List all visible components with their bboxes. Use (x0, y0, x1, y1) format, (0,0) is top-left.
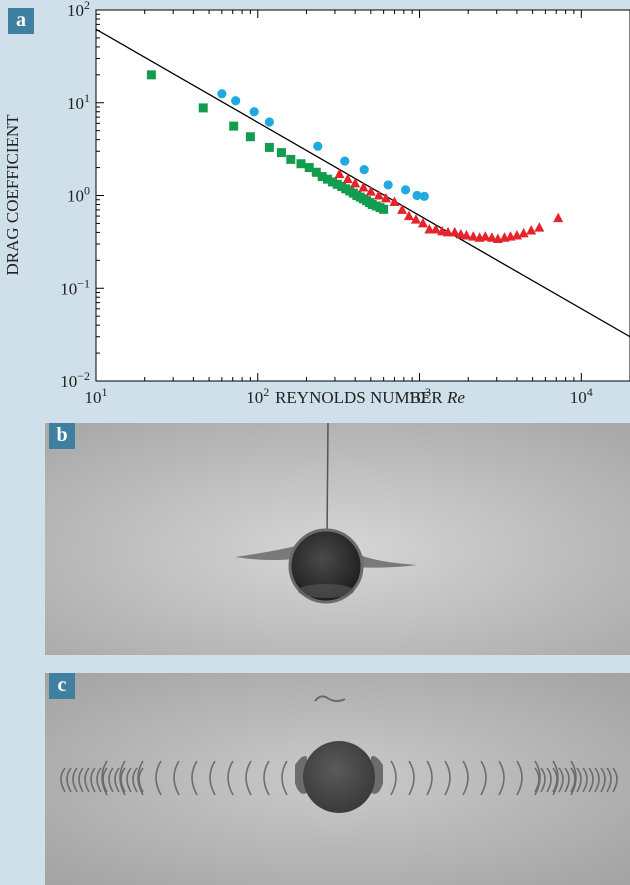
data-point-triangle (486, 232, 497, 242)
y-tick-label: 10−1 (60, 276, 90, 298)
axis-ticks: 101 102 103 104 10−2 10−1 100 101 102 (60, 0, 630, 407)
data-point-triangle (443, 226, 454, 237)
data-point-triangle (350, 177, 361, 188)
x-tick-label: 104 (570, 385, 593, 407)
data-point-circle (400, 185, 411, 195)
photo-panel-b: b (45, 423, 630, 655)
x-axis-label-symbol: Re (446, 388, 465, 407)
data-point-circle (313, 141, 323, 151)
data-point-square (276, 148, 286, 158)
data-point-triangle (358, 181, 369, 192)
data-point-triangle (461, 230, 472, 240)
data-point-square (323, 174, 333, 184)
data-point-triangle (334, 168, 345, 179)
x-axis-label-main: REYNOLDS NUMBER (275, 388, 447, 407)
data-point-square (245, 132, 255, 142)
data-point-square (304, 163, 314, 173)
data-point-triangle (342, 173, 353, 184)
photo-panel-c: c (45, 673, 630, 885)
x-tick-label: 103 (408, 385, 431, 407)
data-point-triangle (417, 217, 428, 228)
data-point-triangle (518, 227, 529, 238)
data-point-triangle (449, 226, 460, 237)
data-point-circle (419, 191, 429, 201)
data-point-triangle (365, 186, 376, 196)
data-point-triangle (373, 190, 384, 200)
x-tick-label: 101 (85, 385, 108, 407)
data-point-circle (264, 117, 274, 127)
drag-coefficient-chart: 101 102 103 104 10−2 10−1 100 101 102 DRAG COEFF… (3, 0, 630, 407)
data-point-circle (340, 156, 350, 166)
data-point-square (198, 103, 208, 113)
data-point-circle (412, 190, 422, 201)
data-point-triangle (437, 225, 448, 236)
data-point-triangle (553, 212, 564, 223)
panel-label-c: c (49, 673, 75, 699)
sphere-photo-c (45, 673, 630, 885)
data-point-square (146, 70, 156, 80)
data-point-triangle (534, 222, 545, 232)
y-tick-label: 100 (67, 184, 90, 206)
data-point-triangle (468, 231, 479, 241)
data-point-circle (359, 165, 369, 175)
x-tick-label: 102 (246, 385, 269, 407)
data-point-square (328, 177, 338, 187)
y-axis-label: DRAG COEFFICIENT (3, 114, 22, 276)
data-point-square (286, 154, 296, 164)
y-tick-label: 10−2 (60, 369, 90, 391)
data-point-circle (217, 89, 227, 99)
data-points (146, 70, 564, 243)
x-axis-label: REYNOLDS NUMBER Re (275, 388, 465, 407)
data-point-triangle (430, 223, 441, 234)
data-point-triangle (424, 223, 435, 234)
sphere-photo-b (45, 423, 630, 655)
panel-label-a: a (8, 8, 34, 34)
data-point-square (296, 159, 306, 169)
data-point-circle (383, 180, 393, 190)
data-point-triangle (389, 196, 400, 207)
data-point-triangle (403, 210, 414, 221)
data-point-circle (249, 107, 259, 117)
data-point-circle (231, 96, 241, 106)
data-point-square (311, 167, 321, 177)
data-point-triangle (380, 192, 391, 203)
data-point-triangle (397, 204, 408, 214)
data-point-square (264, 142, 274, 152)
data-point-square (317, 172, 327, 182)
data-point-triangle (526, 224, 537, 235)
y-tick-label: 101 (67, 91, 90, 113)
y-tick-label: 102 (67, 0, 90, 20)
data-point-triangle (480, 231, 491, 241)
data-point-square (229, 121, 239, 131)
data-point-triangle (410, 214, 421, 224)
data-point-square (379, 204, 389, 214)
panel-label-b: b (49, 423, 75, 449)
